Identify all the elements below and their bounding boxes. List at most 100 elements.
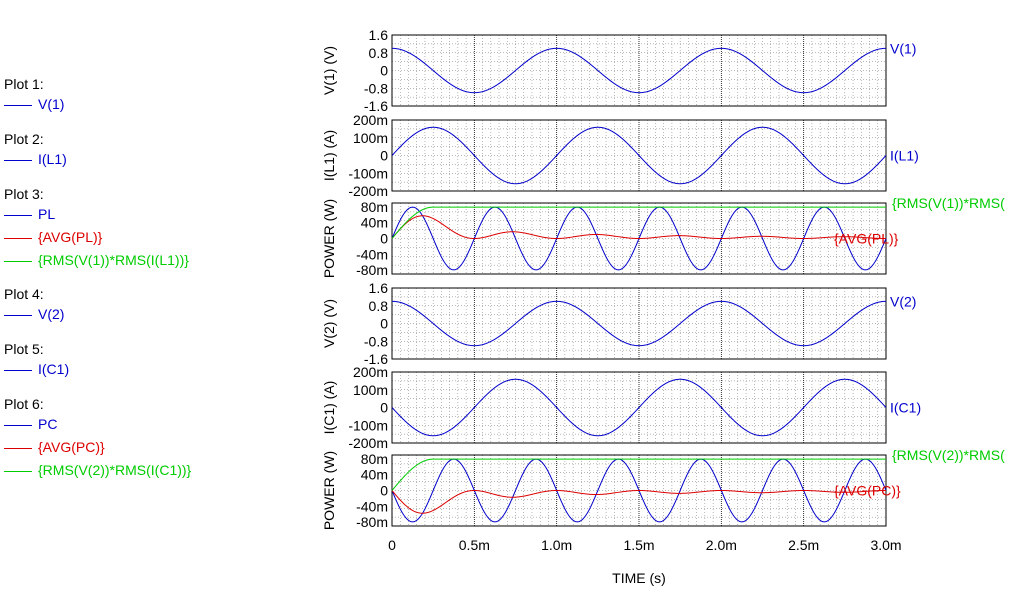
y-tick-label: 0 [380,400,388,416]
legend-plot-title: Plot 5: [4,341,44,357]
legend-item: {AVG(PC)} [4,439,105,457]
legend-plot-title: Plot 1: [4,76,44,92]
y-tick-label: -200m [348,435,388,451]
trace-label: {AVG(PL)} [834,231,899,247]
y-tick-label: -40m [356,498,388,514]
legend-swatch [4,159,32,161]
legend-swatch [4,470,32,472]
legend-plot-title: Plot 6: [4,396,44,412]
y-tick-label: 100m [353,382,388,398]
y-tick-label: 0.8 [369,45,389,61]
legend-item: {RMS(V(1))*RMS(I(L1))} [4,252,189,270]
legend-swatch [4,314,32,316]
y-tick-label: 0 [380,63,388,79]
legend-swatch [4,424,32,426]
legend-plot-title: Plot 2: [4,131,44,147]
series-line--avg-pl- [391,215,886,240]
trace-label: {AVG(PC)} [834,483,901,499]
legend-label: V(2) [38,306,65,322]
y-tick-label: -0.8 [364,80,388,96]
y-tick-label: -1.6 [364,98,388,114]
legend-item: PC [4,416,57,434]
y-tick-label: 200m [353,364,388,380]
trace-label: {RMS(V(2))*RMS( [892,447,1005,463]
series-line--rms-v-2-rms-i-c1- [391,458,886,491]
legend-item: {AVG(PL)} [4,229,102,247]
legend-label: PL [38,206,56,222]
y-tick-label: 40m [361,467,388,483]
series-line--rms-v-1-rms-i-l1- [391,206,886,239]
x-tick-label: 3.0m [870,537,901,553]
y-tick-label: 0 [380,231,388,247]
x-tick-label: 0.5m [459,537,490,553]
plot-legend: Plot 1: V(1) Plot 2: I(L1) Plot 3: PL {AVG(PL)… [0,0,300,599]
y-axis-label: V(1) (V) [321,46,337,95]
y-tick-label: 100m [353,130,388,146]
y-tick-label: 0 [380,148,388,164]
y-tick-label: 200m [353,112,388,128]
y-tick-label: -100m [348,417,388,433]
trace-label: {RMS(V(1))*RMS( [892,195,1005,211]
y-tick-label: 0 [380,316,388,332]
legend-swatch [4,447,32,449]
y-tick-label: -1.6 [364,351,388,367]
x-tick-label: 1.5m [623,537,654,553]
x-axis-label: TIME (s) [612,570,666,586]
legend-label: {AVG(PC)} [38,439,105,455]
series-line-i-l1- [391,126,887,185]
legend-item: PL [4,206,55,224]
legend-swatch [4,260,32,262]
y-tick-label: 80m [361,199,388,215]
x-tick-label: 0 [388,537,396,553]
y-tick-label: -100m [348,165,388,181]
y-axis-label: POWER (W) [321,199,337,278]
y-tick-label: 0.8 [369,298,389,314]
x-tick-label: 2.5m [788,537,819,553]
plot-frame [391,287,887,360]
y-tick-label: 1.6 [369,280,389,296]
legend-item: V(2) [4,306,64,324]
plot-frame [391,34,887,107]
legend-item: I(L1) [4,151,67,169]
legend-item: I(C1) [4,361,69,379]
y-tick-label: -80m [356,514,388,530]
trace-label: V(2) [890,293,916,309]
legend-swatch [4,369,32,371]
x-tick-label: 1.0m [541,537,572,553]
legend-item: V(1) [4,96,64,114]
y-tick-label: 80m [361,451,388,467]
series-line-i-c1- [391,378,887,437]
legend-label: {RMS(V(1))*RMS(I(L1))} [38,252,189,268]
legend-swatch [4,237,32,239]
legend-label: I(L1) [38,151,67,167]
y-axis-label: V(2) (V) [321,299,337,348]
legend-swatch [4,214,32,216]
y-tick-label: 0 [380,483,388,499]
y-tick-label: 1.6 [369,27,389,43]
legend-label: I(C1) [38,361,70,377]
y-tick-label: -40m [356,246,388,262]
legend-plot-title: Plot 3: [4,186,44,202]
y-tick-label: -80m [356,262,388,278]
y-axis-label: POWER (W) [321,451,337,530]
y-tick-label: -200m [348,183,388,199]
x-tick-label: 2.0m [706,537,737,553]
legend-swatch [4,104,32,106]
trace-label: I(C1) [890,400,921,416]
y-tick-label: 40m [361,215,388,231]
legend-label: {RMS(V(2))*RMS(I(C1))} [38,462,192,478]
y-axis-label: I(C1) (A) [321,381,337,435]
series-line--avg-pc- [391,489,886,514]
legend-plot-title: Plot 4: [4,286,44,302]
legend-label: {AVG(PL)} [38,229,103,245]
legend-label: V(1) [38,96,65,112]
series-line-v-2- [391,300,887,347]
trace-label: I(L1) [890,148,919,164]
y-tick-label: -0.8 [364,333,388,349]
legend-item: {RMS(V(2))*RMS(I(C1))} [4,462,191,480]
series-line-v-1- [391,47,887,94]
y-axis-label: I(L1) (A) [321,130,337,181]
legend-label: PC [38,416,58,432]
trace-label: V(1) [890,40,916,56]
